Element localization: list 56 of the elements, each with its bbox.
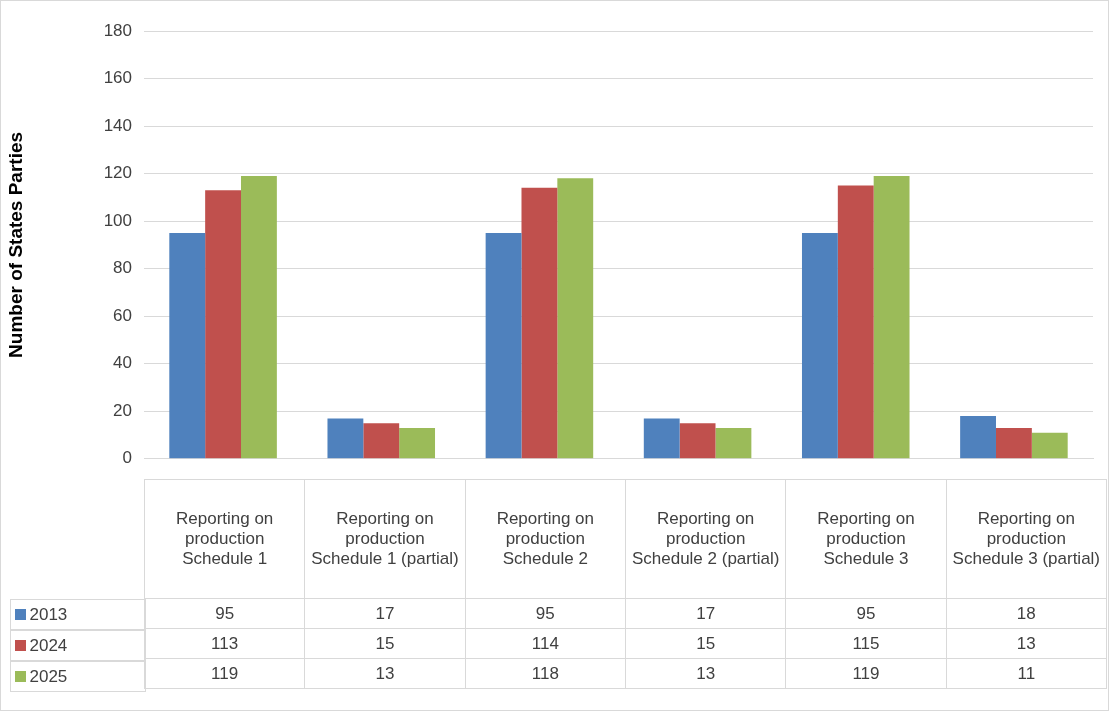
bar <box>399 427 436 459</box>
y-tick-label: 20 <box>113 400 132 420</box>
bar <box>873 175 910 459</box>
data-label: 115 <box>785 628 947 659</box>
y-tick-label: 100 <box>103 210 132 230</box>
data-label: 17 <box>625 598 786 629</box>
x-tick-label: Reporting on production Schedule 1 <box>144 479 305 599</box>
bar <box>485 233 522 459</box>
data-label: 13 <box>625 658 786 689</box>
y-tick-label: 160 <box>103 68 132 88</box>
x-tick-label: Reporting on production Schedule 3 (partial) <box>946 479 1107 599</box>
y-tick-label: 60 <box>113 305 132 325</box>
data-label: 11 <box>946 658 1107 689</box>
bar <box>363 423 400 459</box>
y-tick-label: 140 <box>103 115 132 135</box>
bar <box>715 427 752 459</box>
bar <box>327 418 364 459</box>
bar <box>241 175 277 459</box>
bar <box>169 233 206 459</box>
data-label: 114 <box>465 628 626 659</box>
data-label: 113 <box>144 628 305 659</box>
y-tick-label: 0 <box>122 448 132 468</box>
x-tick-label: Reporting on production Schedule 2 (partial) <box>625 479 786 599</box>
y-axis-title: Number of States Parties <box>4 131 26 358</box>
legend-label: 2024 <box>9 629 146 661</box>
y-tick-label: 120 <box>103 163 132 183</box>
x-tick-label: Reporting on production Schedule 1 (partial) <box>304 479 466 599</box>
bar <box>521 187 558 459</box>
bar <box>643 418 680 459</box>
data-label: 13 <box>946 628 1107 659</box>
bar <box>557 178 594 459</box>
data-label: 95 <box>785 598 947 629</box>
bar <box>801 233 838 459</box>
data-label: 95 <box>144 598 305 629</box>
data-label: 119 <box>785 658 947 689</box>
bar <box>679 423 716 459</box>
data-label: 95 <box>465 598 626 629</box>
legend-label: 2013 <box>9 598 146 630</box>
x-tick-label: Reporting on production Schedule 3 <box>785 479 947 599</box>
bar <box>837 185 874 459</box>
x-tick-label: Reporting on production Schedule 2 <box>465 479 626 599</box>
data-label: 17 <box>304 598 466 629</box>
data-label: 119 <box>144 658 305 689</box>
bar <box>995 427 1032 459</box>
data-label: 13 <box>304 658 466 689</box>
data-label: 15 <box>625 628 786 659</box>
bar <box>960 416 996 459</box>
data-label: 18 <box>946 598 1107 629</box>
y-tick-label: 80 <box>113 258 132 278</box>
y-tick-label: 40 <box>113 353 132 373</box>
bar <box>1031 432 1068 459</box>
data-label: 118 <box>465 658 626 689</box>
data-label: 15 <box>304 628 466 659</box>
legend-label: 2025 <box>9 660 146 692</box>
bar <box>205 190 242 459</box>
y-tick-label: 180 <box>103 20 132 40</box>
